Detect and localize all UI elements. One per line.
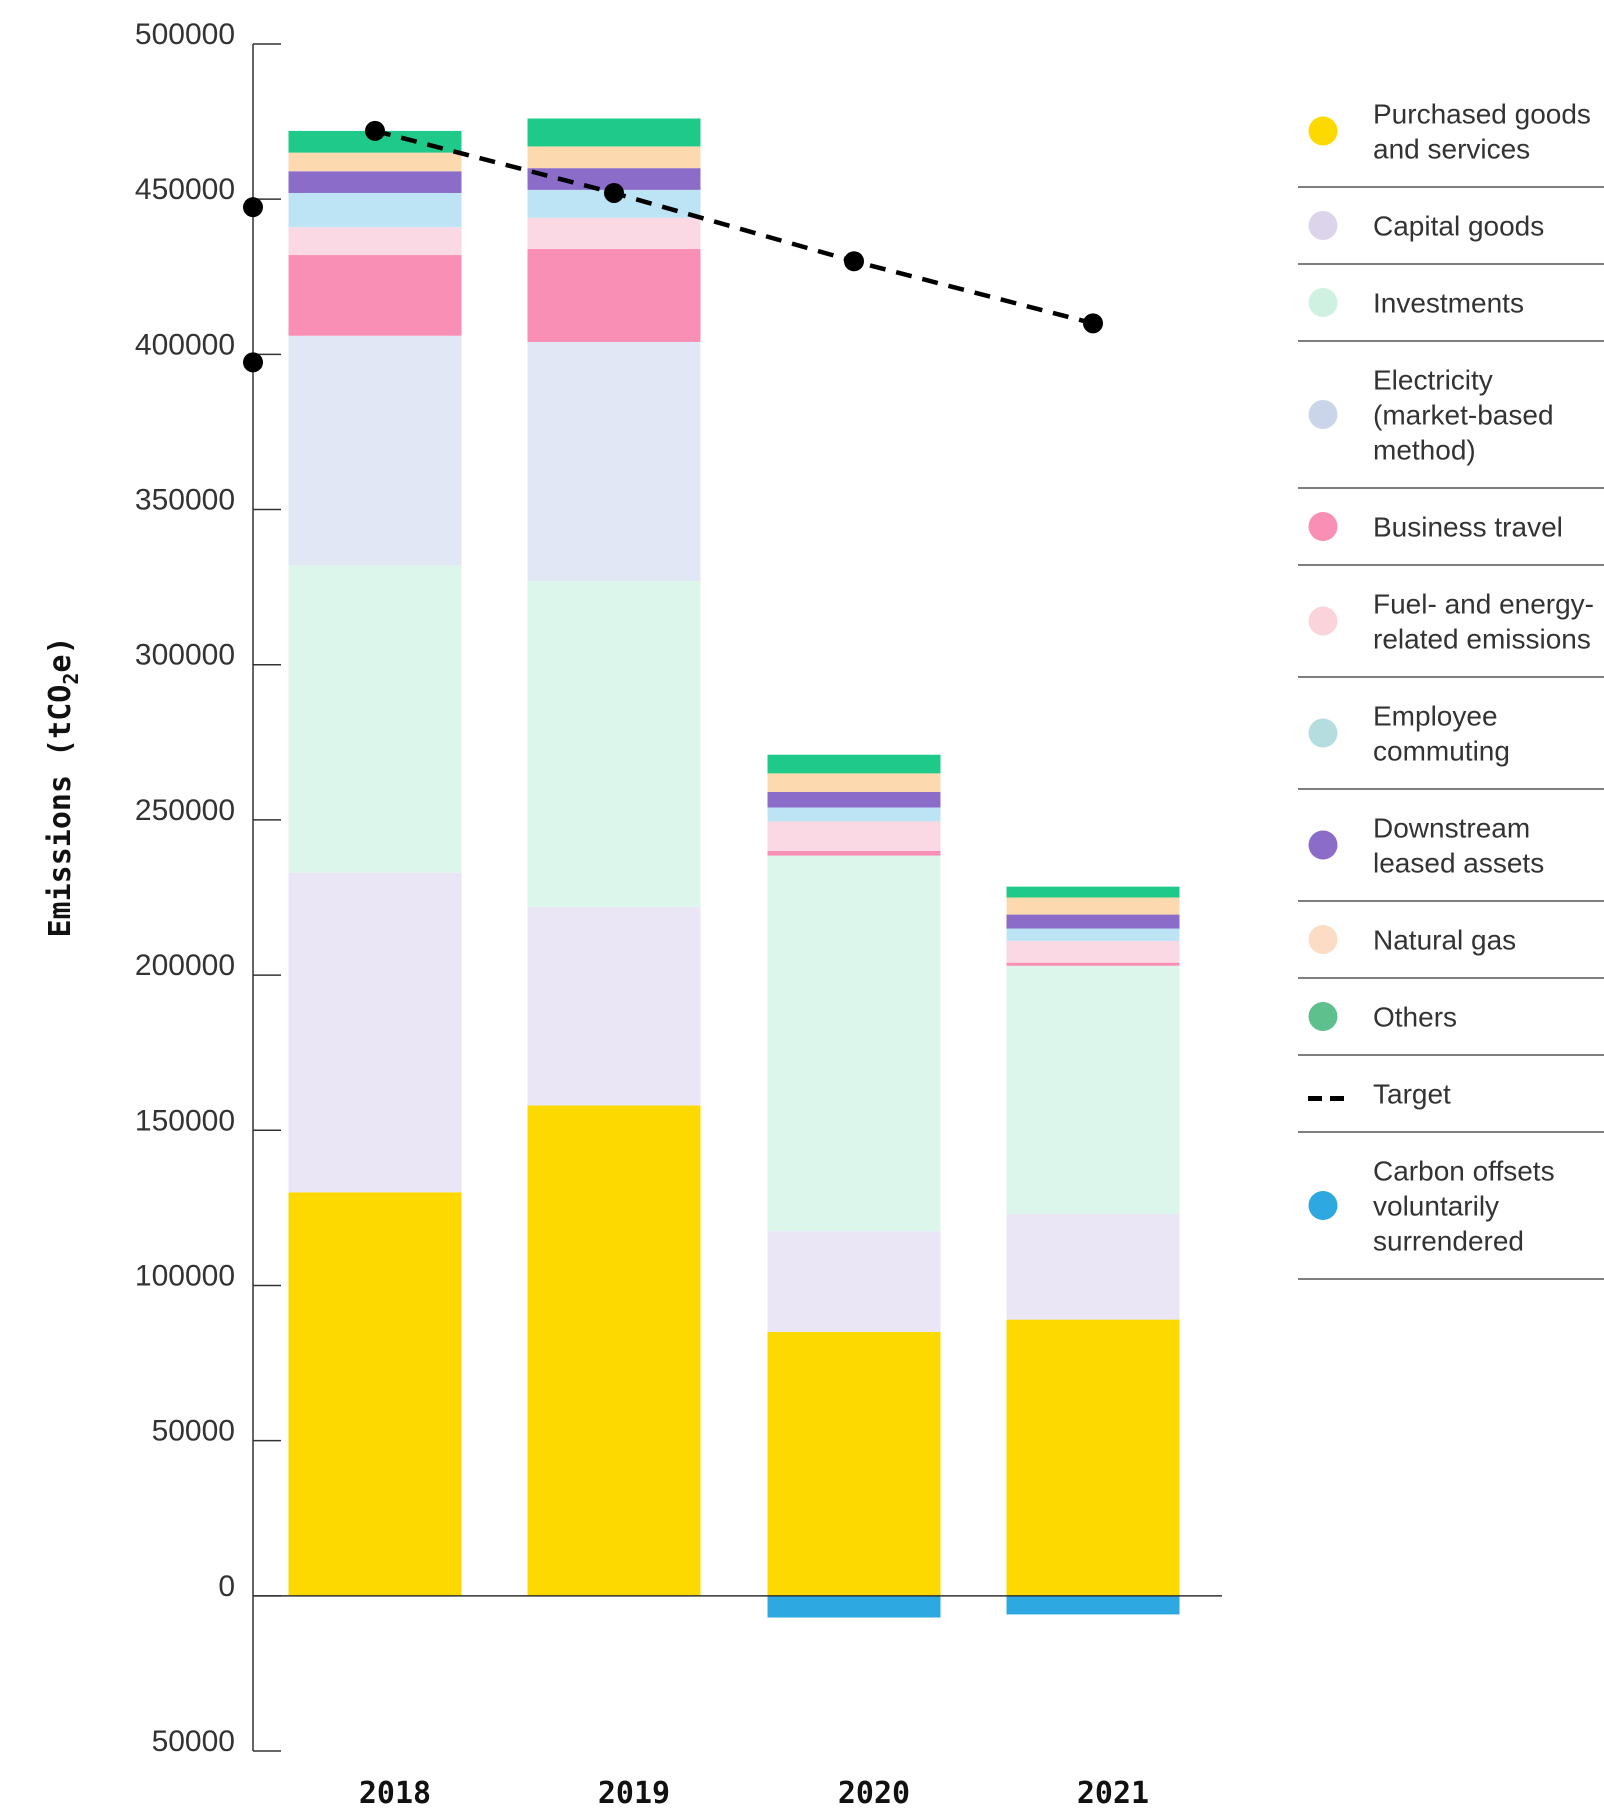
bar-2021-natural-gas <box>1006 897 1180 915</box>
legend-label-electricity-market-based-method-: (market-based <box>1373 400 1554 431</box>
bar-2021-purchased-goods-and-services <box>1006 1319 1180 1596</box>
bar-2019-fuel-and-energy-related-emissions <box>527 217 701 249</box>
legend-label-others: Others <box>1373 1002 1457 1033</box>
bar-2020-carbon-offsets <box>767 1595 941 1618</box>
y-tick-label: 200000 <box>135 949 235 982</box>
legend-label-employee-commuting: commuting <box>1373 736 1510 767</box>
y-axis-label: Emissions (tCO2e) <box>43 636 83 937</box>
bar-2019-capital-goods <box>527 906 701 1106</box>
y-tick-label: 250000 <box>135 794 235 827</box>
bar-2021-employee-commuting <box>1006 928 1180 941</box>
legend-swatch-carbon-offsets-voluntarily-surrendered <box>1308 1191 1338 1220</box>
legend-swatch-others <box>1308 1002 1338 1031</box>
axis-marker-dot <box>243 197 263 218</box>
bar-2021-capital-goods <box>1006 1214 1180 1320</box>
target-point-2019 <box>604 182 624 203</box>
legend-swatch-employee-commuting <box>1308 718 1338 748</box>
legend-label-downstream-leased-assets: Downstream <box>1373 813 1530 844</box>
legend-swatch-purchased-goods-and-services <box>1308 116 1338 146</box>
target-point-2018 <box>365 120 385 141</box>
bar-2020-purchased-goods-and-services <box>767 1332 941 1596</box>
y-tick-label: 50000 <box>152 1415 235 1448</box>
y-tick-label: 400000 <box>135 328 235 361</box>
bar-2021-downstream-leased-assets <box>1006 914 1180 929</box>
x-tick-label-2021: 2021 <box>1077 1776 1149 1808</box>
legend-label-employee-commuting: Employee <box>1373 701 1498 732</box>
bar-2018-natural-gas <box>288 152 462 172</box>
legend-label-target: Target <box>1373 1079 1451 1110</box>
bar-2019-others <box>527 118 701 147</box>
bar-2018-electricity-market-based-method- <box>288 335 462 566</box>
legend-label-business-travel: Business travel <box>1373 512 1563 543</box>
y-tick-label: 300000 <box>135 639 235 672</box>
bar-2020-business-travel <box>767 850 941 856</box>
legend-label-fuel-and-energy-related-emissions: related emissions <box>1373 624 1591 655</box>
axis-layer: 5000005000010000015000020000025000030000… <box>135 18 1222 1808</box>
bar-2020-capital-goods <box>767 1231 941 1333</box>
bar-2020-others <box>767 754 941 774</box>
legend-swatch-business-travel <box>1308 512 1338 541</box>
y-tick-label: 350000 <box>135 484 235 517</box>
bars-layer <box>288 118 1180 1618</box>
bar-2021-fuel-and-energy-related-emissions <box>1006 940 1180 963</box>
legend-swatch-capital-goods <box>1308 211 1338 240</box>
y-tick-label: 450000 <box>135 173 235 206</box>
y-tick-label: 100000 <box>135 1259 235 1292</box>
bar-2021-investments <box>1006 965 1180 1215</box>
bar-2019-business-travel <box>527 248 701 342</box>
x-tick-label-2020: 2020 <box>838 1776 910 1808</box>
bar-2021-carbon-offsets <box>1006 1595 1180 1615</box>
bar-2018-purchased-goods-and-services <box>288 1192 462 1596</box>
bar-2018-business-travel <box>288 255 462 336</box>
target-point-2021 <box>1083 313 1103 334</box>
bar-2020-employee-commuting <box>767 807 941 822</box>
bar-2019-natural-gas <box>527 146 701 169</box>
legend-label-carbon-offsets-voluntarily-surrendered: surrendered <box>1373 1226 1524 1257</box>
x-tick-label-2018: 2018 <box>359 1776 431 1808</box>
bar-2021-business-travel <box>1006 962 1180 966</box>
bar-2020-downstream-leased-assets <box>767 791 941 808</box>
legend-label-fuel-and-energy-related-emissions: Fuel- and energy- <box>1373 589 1594 620</box>
bar-2018-capital-goods <box>288 872 462 1193</box>
bar-2018-investments <box>288 565 462 873</box>
y-tick-label: 150000 <box>135 1104 235 1137</box>
y-tick-label: 500000 <box>135 18 235 51</box>
bar-2021-others <box>1006 886 1180 898</box>
legend-label-investments: Investments <box>1373 288 1524 319</box>
legend-swatch-downstream-leased-assets <box>1308 830 1338 860</box>
x-tick-label-2019: 2019 <box>598 1776 670 1808</box>
legend-swatch-fuel-and-energy-related-emissions <box>1308 606 1338 636</box>
legend-label-electricity-market-based-method-: method) <box>1373 435 1476 466</box>
bar-2020-investments <box>767 855 941 1232</box>
y-tick-label: 50000 <box>152 1725 235 1758</box>
y-tick-label: 0 <box>218 1570 235 1603</box>
bar-2020-fuel-and-energy-related-emissions <box>767 821 941 851</box>
legend-label-capital-goods: Capital goods <box>1373 211 1544 242</box>
legend-label-purchased-goods-and-services: and services <box>1373 134 1530 165</box>
bar-2019-purchased-goods-and-services <box>527 1105 701 1596</box>
legend-label-carbon-offsets-voluntarily-surrendered: Carbon offsets <box>1373 1156 1555 1187</box>
bar-2018-employee-commuting <box>288 192 462 228</box>
bar-2019-electricity-market-based-method- <box>527 341 701 581</box>
legend-swatch-natural-gas <box>1308 925 1338 954</box>
axis-marker-dot <box>243 352 263 373</box>
legend-label-natural-gas: Natural gas <box>1373 925 1516 956</box>
legend-layer: Purchased goods and services Capital goods… <box>1298 99 1604 1280</box>
bar-2018-others <box>288 130 462 153</box>
target-line <box>374 128 1094 326</box>
legend-swatch-electricity-market-based-method- <box>1308 400 1338 429</box>
bar-2019-investments <box>527 580 701 907</box>
legend-label-purchased-goods-and-services: Purchased goods <box>1373 99 1591 130</box>
target-layer <box>365 120 1103 334</box>
bar-2018-fuel-and-energy-related-emissions <box>288 227 462 256</box>
bar-2019-downstream-leased-assets <box>527 168 701 190</box>
target-point-2020 <box>844 251 864 272</box>
bar-2018-downstream-leased-assets <box>288 171 462 193</box>
legend-label-downstream-leased-assets: leased assets <box>1373 848 1544 879</box>
legend-label-carbon-offsets-voluntarily-surrendered: voluntarily <box>1373 1191 1499 1222</box>
bar-2020-natural-gas <box>767 773 941 792</box>
legend-label-electricity-market-based-method-: Electricity <box>1373 365 1493 396</box>
legend-swatch-investments <box>1308 288 1338 317</box>
